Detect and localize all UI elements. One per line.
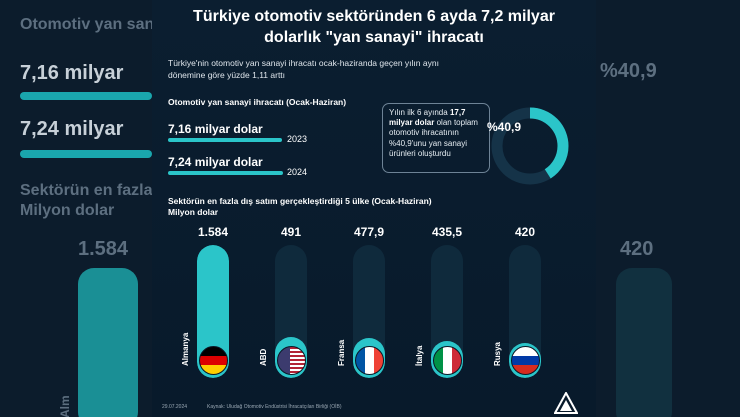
export-value-2023: 7,16 milyar dolar [168, 122, 263, 136]
aa-logo-icon [554, 392, 578, 414]
callout-text-pre: Yılın ilk 6 ayında [389, 108, 448, 117]
flag-icon [277, 346, 306, 375]
export-bar-2023 [168, 138, 282, 142]
flag-icon [199, 346, 228, 375]
bar-value-label: 420 [514, 225, 536, 239]
background-ghost-text: Milyon dolar [20, 202, 115, 219]
bar-value-label: 435,5 [431, 225, 463, 239]
flag-icon [355, 346, 384, 375]
country-label: Fransa [337, 339, 346, 366]
background-ghost-text: Sektörün en fazla [20, 182, 152, 199]
chart-unit-label: Milyon dolar [168, 207, 219, 217]
callout-box: Yılın ilk 6 ayında 17,7 milyar dolar ola… [382, 103, 490, 173]
background-ghost-value: 1.584 [78, 238, 129, 260]
background-ghost-text: Otomotiv yan sanay [20, 16, 152, 33]
year-label-2023: 2023 [287, 134, 308, 144]
country-label: İtalya [415, 345, 424, 366]
country-label: Almanya [181, 332, 190, 366]
share-percent-label: %40,9 [487, 120, 522, 134]
background-ghost-column [78, 268, 138, 417]
page-subtitle: Türkiye'nin otomotiv yan sanayi ihracatı… [168, 58, 439, 80]
background-ghost-value: 7,24 milyar [20, 118, 124, 140]
share-donut [491, 107, 569, 185]
chart-title: Sektörün en fazla dış satım gerçekleştir… [168, 196, 432, 206]
flag-icon [511, 346, 540, 375]
callout-text: Yılın ilk 6 ayında 17,7 milyar dolar ola… [389, 108, 485, 159]
background-ghost-value: 7,16 milyar [20, 62, 124, 84]
export-bar-2024 [168, 171, 283, 175]
background-ghost-value: 420 [620, 238, 654, 260]
country-label: ABD [259, 348, 268, 366]
footer-date: 29.07.2024 [162, 404, 188, 410]
background-ghost-value: %40,9 [600, 60, 657, 82]
bar-value-label: 477,9 [353, 225, 385, 239]
callout-text-post: olan toplam otomotiv ihracatının %40,9'u… [389, 118, 478, 158]
export-section-label: Otomotiv yan sanayi ihracatı (Ocak-Hazir… [168, 97, 347, 107]
year-label-2024: 2024 [287, 167, 308, 177]
background-ghost-column [616, 268, 672, 417]
footer-source: Kaynak: Uludağ Otomotiv Endüstrisi İhrac… [207, 404, 342, 410]
export-value-2024: 7,24 milyar dolar [168, 155, 263, 169]
donut-fill [491, 107, 569, 185]
background-left-panel: Otomotiv yan sanay 7,16 milyar 7,24 mily… [0, 0, 152, 417]
bar-value-label: 1.584 [197, 225, 229, 239]
bar-value-label: 491 [280, 225, 302, 239]
background-ghost-bar [20, 150, 152, 158]
background-right-panel: %40,9 420 [596, 0, 740, 417]
flag-icon [433, 346, 462, 375]
page-title: Türkiye otomotiv sektöründen 6 ayda 7,2 … [193, 8, 555, 46]
callout-text-bold: 17,7 milyar dolar [389, 108, 466, 128]
country-label: Rusya [493, 341, 502, 366]
background-ghost-text: Alm [58, 395, 72, 417]
background-ghost-bar [20, 92, 152, 100]
infographic-panel: Türkiye otomotiv sektöründen 6 ayda 7,2 … [152, 0, 596, 417]
